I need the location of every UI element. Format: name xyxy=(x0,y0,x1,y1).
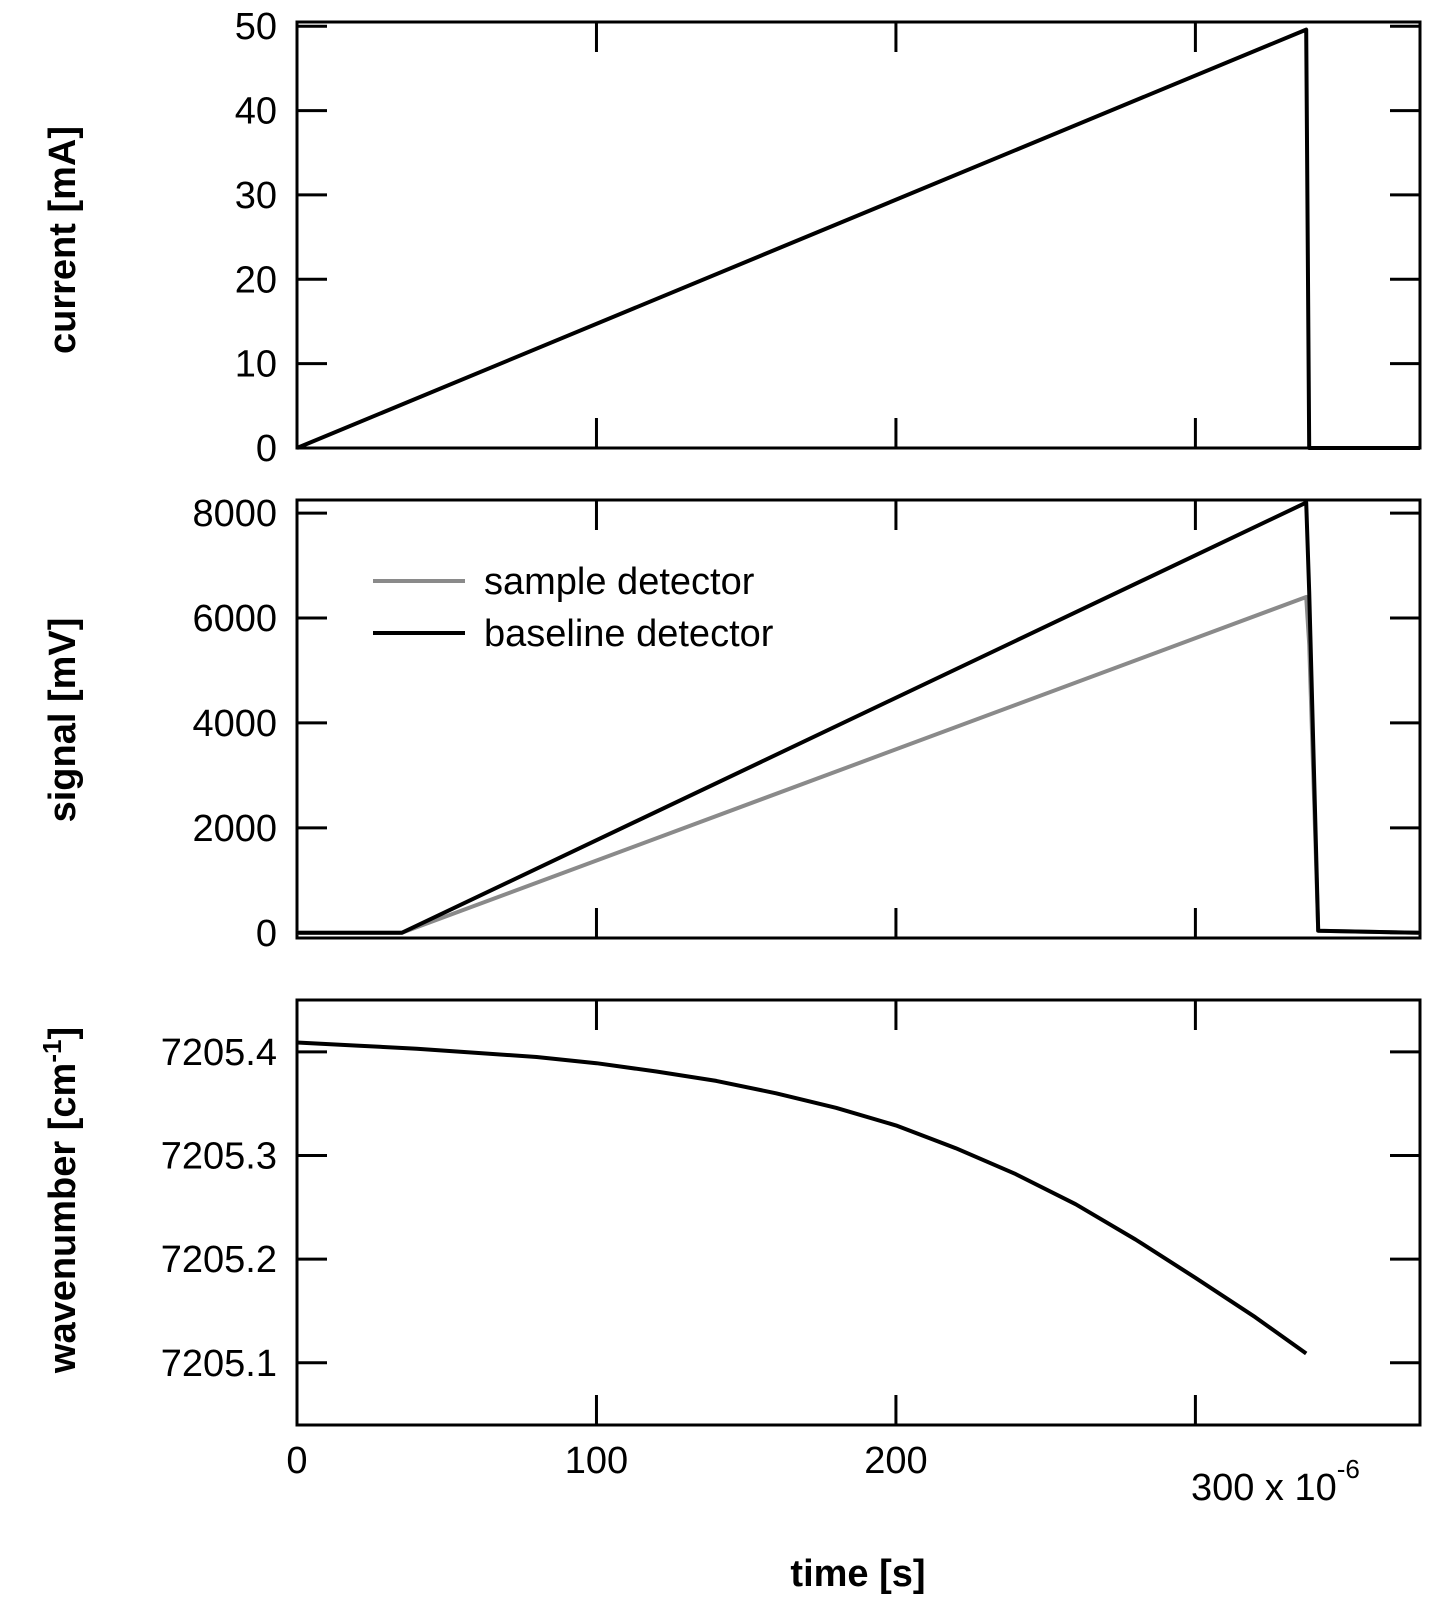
wavenumber-x-ticks xyxy=(295,1000,1197,1425)
current-y-tick-label: 50 xyxy=(235,6,277,48)
time-x-tick-label: 300 x 10-6 xyxy=(1191,1454,1360,1509)
current-x-ticks xyxy=(295,22,1197,448)
wavenumber-lines xyxy=(296,1040,1308,1356)
time-x-tick-multiplier-exponent: -6 xyxy=(1337,1454,1360,1484)
signal-y-tick-label: 4000 xyxy=(192,703,277,745)
wavenumber-y-tick-label: 7205.4 xyxy=(161,1032,277,1074)
current-series-0-line xyxy=(296,27,1420,450)
current-panel: 0 10 20 30 40 50 current [mA] xyxy=(42,6,1422,470)
signal-lines xyxy=(297,500,1421,935)
wavenumber-y-tick-label: 7205.1 xyxy=(161,1343,277,1385)
wavenumber-y-ticks xyxy=(297,1050,1420,1365)
current-y-tick-labels: 0 10 20 30 40 50 xyxy=(235,6,277,470)
time-x-tick-label: 200 xyxy=(864,1440,927,1482)
current-y-tick-label: 10 xyxy=(235,344,277,386)
signal-y-tick-label: 8000 xyxy=(192,493,277,535)
time-x-tick-labels: 0 100 200 300 x 10-6 xyxy=(286,1440,1359,1509)
current-y-tick-label: 20 xyxy=(235,259,277,301)
current-y-ticks xyxy=(297,24,1420,450)
current-y-axis-title: current [mA] xyxy=(42,126,84,354)
signal-y-axis-title: signal [mV] xyxy=(42,618,84,823)
signal-y-tick-label: 6000 xyxy=(192,598,277,640)
legend-label-baseline-detector: baseline detector xyxy=(484,613,774,655)
wavenumber-y-axis-title: wavenumber [cm-1] xyxy=(37,1027,84,1374)
current-y-tick-label: 0 xyxy=(256,428,277,470)
signal-y-ticks xyxy=(297,511,1420,935)
baseline-detector-line xyxy=(297,500,1421,935)
wavenumber-y-tick-labels: 7205.1 7205.2 7205.3 7205.4 xyxy=(161,1032,277,1385)
wavenumber-plot-frame xyxy=(295,998,1422,1427)
time-x-axis-title: time [s] xyxy=(790,1553,925,1595)
wavenumber-y-axis-title-main: wavenumber [cm xyxy=(42,1063,84,1374)
current-plot-frame xyxy=(295,20,1422,450)
signal-y-tick-label: 2000 xyxy=(192,808,277,850)
current-lines xyxy=(296,27,1420,450)
signal-y-tick-labels: 0 2000 4000 6000 8000 xyxy=(192,493,277,955)
wavenumber-series-0-line xyxy=(296,1040,1308,1356)
signal-panel: 0 2000 4000 6000 8000 signal [mV] sample det… xyxy=(42,493,1422,955)
sample-detector-line xyxy=(297,595,1421,935)
current-y-tick-label: 40 xyxy=(235,91,277,133)
legend: sample detector baseline detector xyxy=(373,561,774,655)
signal-plot-frame xyxy=(295,498,1422,940)
wavenumber-y-tick-label: 7205.3 xyxy=(161,1135,277,1177)
legend-label-sample-detector: sample detector xyxy=(484,561,755,603)
current-y-tick-label: 30 xyxy=(235,175,277,217)
time-x-tick-label: 100 xyxy=(565,1440,628,1482)
wavenumber-y-tick-label: 7205.2 xyxy=(161,1239,277,1281)
signal-y-tick-label: 0 xyxy=(256,913,277,955)
wavenumber-y-axis-title-close: ] xyxy=(42,1027,84,1040)
wavenumber-y-axis-title-superscript: -1 xyxy=(37,1040,67,1063)
time-x-tick-label: 0 xyxy=(286,1440,307,1482)
